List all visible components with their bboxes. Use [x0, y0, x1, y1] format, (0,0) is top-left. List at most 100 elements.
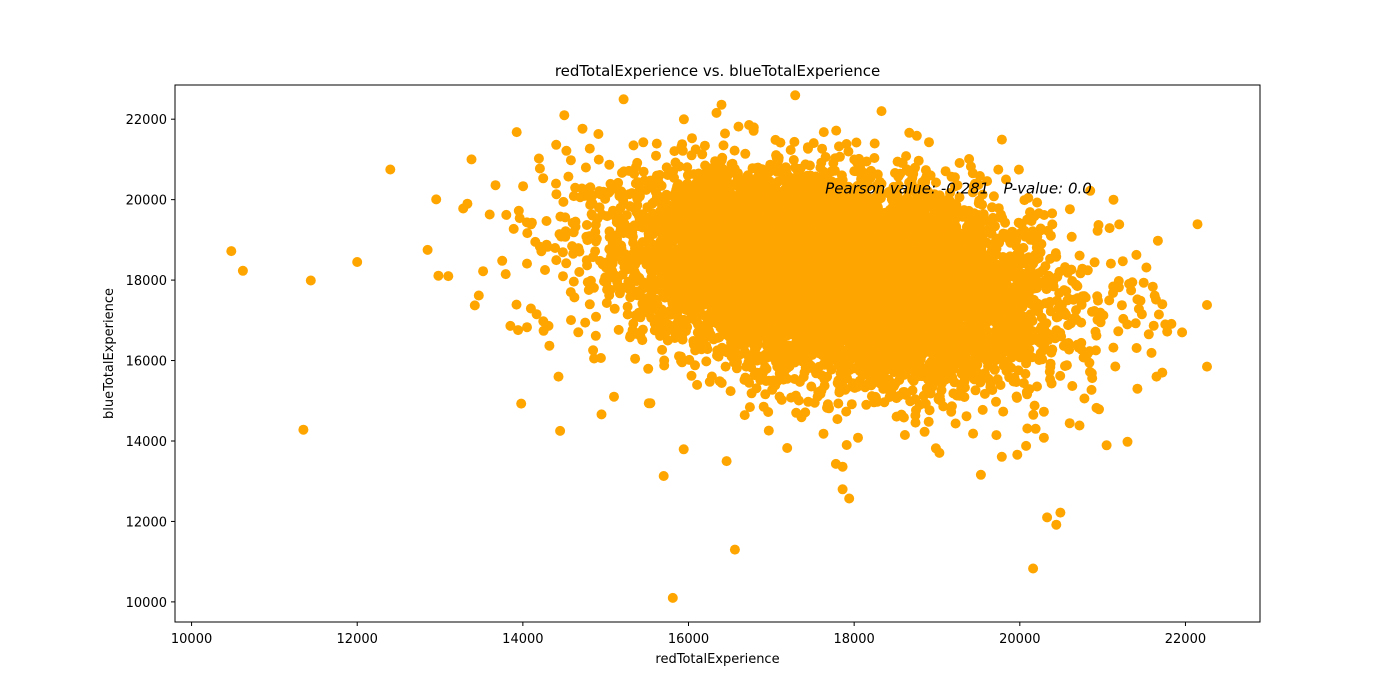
- data-point: [1192, 219, 1203, 230]
- data-point: [473, 290, 484, 301]
- data-point: [566, 315, 576, 326]
- data-point: [595, 189, 606, 200]
- data-point: [904, 127, 915, 138]
- data-point: [511, 127, 522, 138]
- data-point: [841, 406, 852, 417]
- data-point: [775, 137, 786, 148]
- data-point: [861, 156, 872, 167]
- data-point: [919, 426, 930, 437]
- data-point: [869, 153, 880, 163]
- data-point: [729, 145, 740, 156]
- data-point: [1130, 318, 1141, 329]
- data-point: [996, 134, 1007, 145]
- data-point: [746, 388, 757, 399]
- data-point: [1001, 174, 1011, 185]
- data-point: [590, 226, 601, 237]
- data-point: [853, 432, 863, 443]
- data-point: [964, 154, 975, 164]
- data-point: [1032, 197, 1043, 208]
- data-point: [513, 325, 524, 336]
- data-point: [910, 410, 921, 421]
- data-point: [818, 127, 829, 138]
- data-point: [996, 451, 1007, 462]
- data-point: [982, 176, 993, 187]
- data-point: [970, 385, 981, 396]
- data-point: [718, 140, 729, 151]
- data-point: [854, 153, 864, 164]
- data-point: [782, 443, 793, 453]
- data-point: [714, 376, 725, 387]
- data-point: [590, 330, 601, 341]
- data-point: [609, 303, 620, 314]
- data-point: [651, 150, 661, 161]
- data-point: [920, 165, 931, 176]
- data-point: [627, 325, 638, 335]
- data-point: [1045, 230, 1056, 241]
- data-point: [1108, 342, 1119, 353]
- data-point: [558, 271, 568, 282]
- data-point: [931, 177, 941, 188]
- data-point: [1074, 250, 1085, 261]
- data-point: [591, 311, 601, 322]
- data-point: [923, 416, 934, 427]
- data-point: [816, 370, 827, 381]
- data-point: [1038, 432, 1049, 443]
- data-point: [1093, 295, 1103, 306]
- data-point: [836, 170, 847, 181]
- data-point: [1011, 391, 1022, 402]
- data-point: [701, 356, 712, 367]
- data-point: [541, 216, 552, 226]
- data-point: [740, 148, 751, 159]
- data-point: [561, 258, 572, 269]
- data-point: [574, 267, 585, 277]
- data-point: [961, 411, 972, 422]
- data-point: [1030, 423, 1041, 434]
- data-point: [1059, 285, 1070, 296]
- data-point: [631, 161, 641, 172]
- data-point: [817, 143, 828, 154]
- data-point: [538, 173, 549, 184]
- data-point: [584, 143, 595, 154]
- data-point: [1063, 320, 1074, 331]
- data-point: [846, 399, 857, 410]
- data-point: [1047, 208, 1058, 219]
- data-point: [720, 128, 730, 139]
- data-point: [869, 138, 880, 149]
- data-point: [1013, 164, 1024, 175]
- data-point: [788, 155, 799, 165]
- data-point: [617, 269, 628, 280]
- points-layer: [226, 90, 1212, 603]
- data-point: [500, 269, 511, 280]
- data-point: [833, 398, 844, 409]
- data-point: [1131, 249, 1142, 260]
- data-point: [558, 196, 569, 207]
- data-point: [533, 153, 544, 164]
- data-point: [706, 371, 717, 382]
- data-point: [526, 217, 537, 228]
- data-point: [583, 285, 594, 295]
- data-point: [1064, 418, 1075, 429]
- data-point: [581, 220, 592, 230]
- data-point: [991, 430, 1002, 441]
- data-point: [1035, 223, 1046, 234]
- data-point: [638, 137, 649, 148]
- data-point: [582, 260, 593, 271]
- data-point: [967, 187, 978, 198]
- data-point: [1055, 327, 1066, 338]
- data-point: [659, 355, 670, 366]
- data-point: [540, 265, 550, 275]
- data-point: [1118, 313, 1129, 324]
- data-point: [1018, 242, 1029, 253]
- data-point: [588, 345, 599, 356]
- data-point: [899, 430, 910, 440]
- data-point: [977, 404, 988, 415]
- data-point: [630, 353, 641, 364]
- data-point: [601, 298, 612, 308]
- data-point: [580, 162, 591, 173]
- data-point: [573, 327, 584, 338]
- data-point: [1045, 253, 1056, 264]
- data-point: [1090, 345, 1101, 356]
- data-point: [692, 379, 703, 390]
- data-point: [841, 139, 852, 149]
